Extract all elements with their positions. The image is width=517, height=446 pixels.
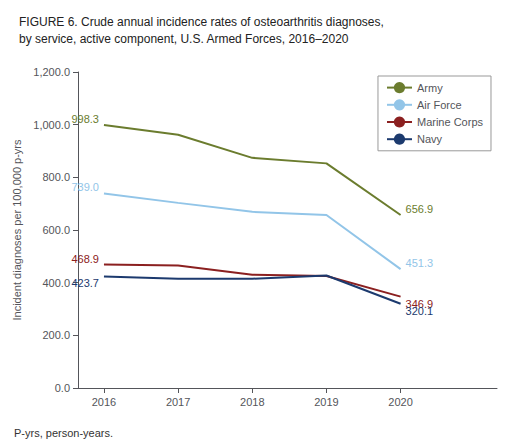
svg-text:Army: Army [417, 82, 443, 94]
svg-text:600.0: 600.0 [42, 224, 70, 236]
svg-text:2019: 2019 [314, 396, 338, 408]
svg-text:800.0: 800.0 [42, 171, 70, 183]
svg-text:FIGURE 6. Crude annual inciden: FIGURE 6. Crude annual incidence rates o… [19, 15, 384, 29]
svg-text:by service, active component,: by service, active component, U.S. Armed… [19, 32, 349, 46]
svg-text:Marine Corps: Marine Corps [417, 116, 484, 128]
svg-text:346.9: 346.9 [405, 297, 434, 310]
svg-text:Incident diagnoses per 100,000: Incident diagnoses per 100,000 p-yrs [11, 139, 23, 321]
svg-text:Air Force: Air Force [417, 99, 462, 111]
svg-text:998.3: 998.3 [71, 113, 99, 125]
svg-text:451.3: 451.3 [406, 257, 434, 269]
svg-text:1,000.0: 1,000.0 [33, 119, 70, 131]
svg-text:P-yrs, person-years.: P-yrs, person-years. [14, 427, 113, 439]
svg-text:2018: 2018 [240, 396, 264, 408]
svg-text:468.9: 468.9 [71, 253, 99, 265]
svg-text:1,200.0: 1,200.0 [33, 66, 70, 78]
svg-text:739.0: 739.0 [71, 181, 99, 193]
svg-text:400.0: 400.0 [42, 277, 70, 289]
svg-text:0.0: 0.0 [55, 382, 70, 394]
svg-text:Navy: Navy [417, 133, 443, 145]
svg-text:656.9: 656.9 [406, 203, 434, 215]
svg-text:423.7: 423.7 [71, 277, 99, 289]
svg-text:320.1: 320.1 [406, 305, 434, 317]
svg-text:200.0: 200.0 [42, 329, 70, 341]
svg-text:2016: 2016 [92, 396, 116, 408]
svg-text:2020: 2020 [388, 396, 412, 408]
svg-text:2017: 2017 [166, 396, 190, 408]
